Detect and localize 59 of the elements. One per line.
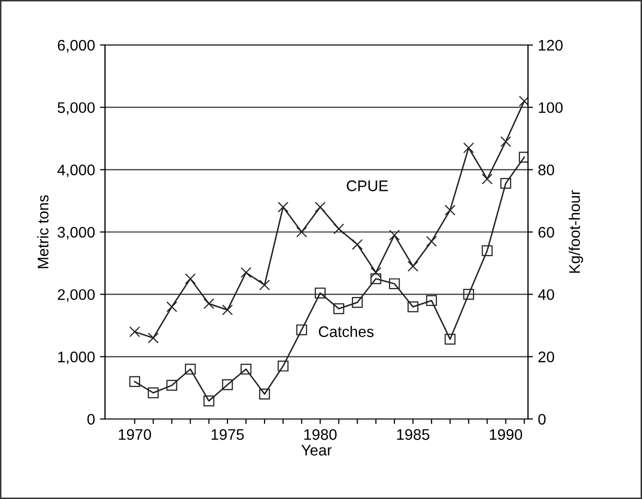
x-tick-label: 1985	[397, 429, 430, 440]
point	[500, 178, 512, 189]
point	[389, 278, 400, 290]
y2-tick-label: 80	[538, 164, 554, 176]
point	[389, 230, 400, 241]
point	[500, 136, 512, 148]
x-axis-title: Year	[301, 444, 332, 456]
y2-tick-label: 60	[538, 226, 554, 238]
y2-tick-label: 40	[538, 289, 554, 300]
point	[278, 202, 289, 212]
point	[240, 267, 252, 278]
point	[278, 360, 289, 372]
point	[148, 387, 159, 398]
y2-tick-label: 120	[538, 40, 563, 51]
point	[314, 288, 326, 298]
y2-axis-title: Kg/foot-hour	[568, 190, 584, 273]
y-tick-label: 1,000	[58, 352, 95, 364]
point	[426, 295, 437, 306]
y-tick-label: 5,000	[58, 102, 95, 115]
point	[444, 204, 456, 216]
x-tick-label: 1990	[490, 429, 522, 440]
x-tick-label: 1980	[304, 429, 337, 440]
series-label: CPUE	[346, 180, 388, 192]
point	[482, 245, 493, 256]
point	[184, 273, 196, 284]
y-tick-label: 3,000	[58, 226, 95, 240]
point	[129, 326, 140, 338]
point	[222, 304, 233, 316]
x-tick-label: 1975	[212, 429, 244, 440]
x-tick-label: 1970	[118, 429, 152, 440]
point	[184, 364, 196, 375]
point	[463, 288, 474, 300]
y2-tick-label: 100	[538, 102, 563, 114]
point	[352, 297, 363, 308]
point	[166, 380, 178, 391]
point	[370, 273, 382, 284]
series-label: Catches	[318, 326, 374, 338]
point	[463, 142, 474, 154]
y-tick-label: 2,000	[58, 289, 95, 302]
point	[222, 379, 233, 390]
point	[333, 303, 344, 314]
point	[444, 334, 456, 345]
y-tick-label: 4,000	[57, 164, 95, 178]
point	[203, 298, 214, 310]
point	[408, 301, 418, 312]
point	[166, 301, 178, 312]
y-tick-label: 0	[87, 414, 95, 425]
point	[203, 396, 214, 406]
y-tick-label: 6,000	[58, 40, 95, 52]
point	[426, 236, 437, 247]
point	[259, 388, 270, 400]
point	[259, 280, 270, 290]
y-axis-title: Metric tons	[37, 195, 48, 268]
y2-tick-label: 20	[538, 352, 554, 362]
y2-tick-label: 0	[538, 414, 546, 425]
point	[296, 324, 308, 336]
point	[129, 376, 140, 388]
point	[240, 364, 252, 375]
point	[148, 332, 159, 344]
